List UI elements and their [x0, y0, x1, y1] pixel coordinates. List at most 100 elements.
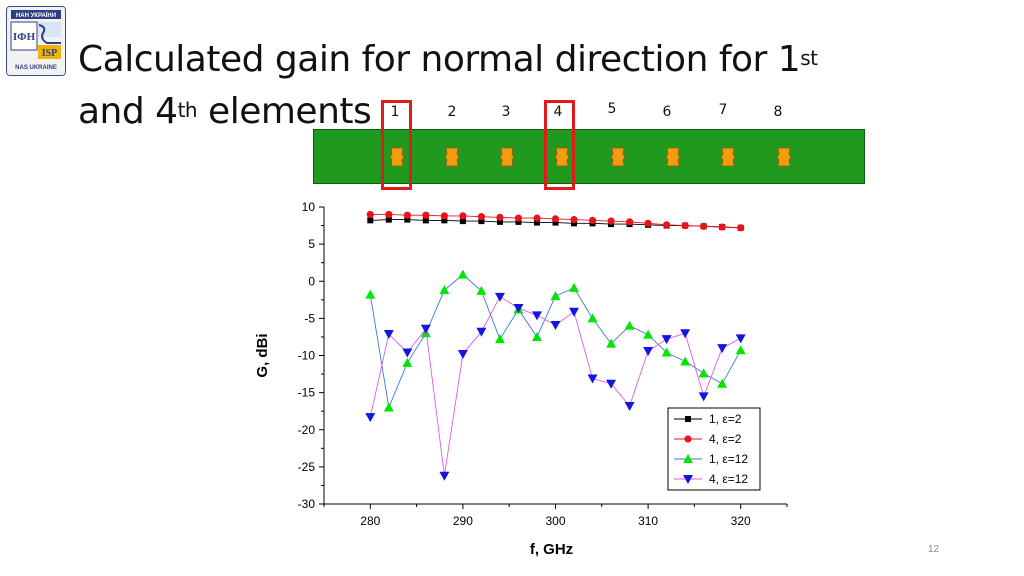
- series-1-point: [552, 219, 559, 226]
- y-tick-label: 0: [308, 274, 315, 288]
- series-2-point: [588, 216, 597, 224]
- series-2-point: [496, 213, 504, 221]
- legend-swatch-marker: [684, 435, 692, 443]
- series-1-point: [422, 217, 429, 224]
- series-3: [365, 269, 746, 412]
- series-2-point: [366, 210, 374, 219]
- element-label-8: 8: [773, 104, 783, 120]
- series-2-point: [477, 213, 486, 221]
- series-4-point: [569, 307, 580, 317]
- series-4-point: [606, 379, 617, 389]
- series-3-point: [439, 285, 450, 295]
- y-tick-label: -25: [298, 460, 316, 474]
- series-1-point: [533, 219, 540, 226]
- series-1-point: [515, 218, 522, 225]
- series-2-point: [514, 214, 523, 222]
- series-4-point: [383, 329, 394, 339]
- legend-entry-3: 1, ε=12: [674, 452, 748, 466]
- series-4-point: [643, 347, 654, 357]
- logo-right-text: ISP: [42, 48, 58, 59]
- element-label-2: 2: [447, 104, 457, 120]
- series-1-point: [496, 218, 503, 225]
- antenna-array-board: [313, 129, 865, 184]
- series-2-point: [551, 215, 560, 223]
- legend-entry-4: 4, ε=12: [674, 472, 748, 486]
- legend-entry-1: 1, ε=2: [674, 412, 742, 426]
- title-part-3: elements: [197, 91, 372, 132]
- gain-chart-svg: 10 5 0 -5 -10 -15 -20 -25 -30 280 290 300 310 320 f, G…: [254, 200, 788, 558]
- series-4-point: [513, 303, 524, 313]
- series-2-point: [625, 218, 634, 226]
- y-tick-label: -30: [298, 497, 316, 511]
- series-2-point: [644, 219, 652, 227]
- series-3-point: [476, 285, 487, 295]
- series-4-point: [735, 334, 746, 344]
- y-tick-label: 5: [308, 237, 315, 251]
- series-2-point: [459, 212, 467, 220]
- antenna-element-5: [610, 147, 626, 167]
- gain-chart: 10 5 0 -5 -10 -15 -20 -25 -30 280 290 300 310 320 f, G…: [240, 190, 800, 571]
- antenna-element-6: [665, 147, 681, 167]
- x-axis-label: f, GHz: [530, 541, 573, 558]
- series-2-point: [718, 223, 726, 231]
- highlight-box-element-1: [381, 100, 412, 190]
- x-tick-label: 280: [360, 514, 380, 528]
- series-1-point: [571, 220, 578, 227]
- series-4: [365, 292, 746, 481]
- legend-label: 4, ε=12: [709, 472, 748, 486]
- series-3-point: [531, 331, 542, 341]
- element-label-5: 5: [607, 101, 617, 117]
- x-tick-label: 290: [453, 514, 473, 528]
- series-2-point: [403, 211, 411, 219]
- series-4-point: [587, 374, 598, 384]
- title-sup-2: th: [177, 98, 198, 122]
- chart-axes: 10 5 0 -5 -10 -15 -20 -25 -30 280 290 300 310 320 f, G…: [254, 200, 788, 558]
- legend-label: 1, ε=12: [709, 452, 748, 466]
- x-tick-label: 310: [638, 514, 658, 528]
- series-1-point: [459, 218, 466, 225]
- series-4-point: [476, 327, 487, 337]
- series-4-point: [717, 344, 728, 354]
- title-sup-1: st: [800, 46, 818, 70]
- series-4-point: [494, 292, 505, 302]
- series-3-point: [643, 329, 654, 339]
- series-4-point: [439, 471, 450, 481]
- institute-logo: НАН УКРАЇНИ ІФН ISP NAS UKRAINE: [6, 6, 66, 76]
- series-4-point: [531, 311, 542, 321]
- series-4-point: [402, 348, 413, 358]
- title-part-2: and 4: [78, 91, 178, 132]
- page-number: 12: [928, 544, 940, 555]
- series-3-point: [624, 320, 635, 330]
- element-label-4: 4: [553, 104, 563, 120]
- chart-series: [365, 210, 746, 481]
- highlight-box-element-4: [544, 100, 575, 190]
- y-tick-label: -15: [298, 386, 316, 400]
- antenna-element-2: [444, 147, 460, 167]
- series-4-point: [624, 401, 635, 411]
- series-2-point: [663, 221, 671, 229]
- antenna-element-8: [776, 147, 792, 167]
- series-4-point: [365, 413, 376, 423]
- series-4-point: [698, 392, 709, 402]
- series-3-point: [457, 269, 468, 279]
- series-2-point: [700, 222, 708, 230]
- legend-box: [667, 407, 761, 491]
- y-tick-label: -5: [304, 311, 315, 325]
- legend-entry-2: 4, ε=2: [674, 432, 742, 446]
- slide-title: Calculated gain for normal direction for…: [78, 36, 918, 140]
- logo-top-text: НАН УКРАЇНИ: [16, 12, 56, 19]
- series-1-point: [441, 217, 448, 224]
- series-2-point: [607, 217, 615, 225]
- antenna-elements-graphic: [389, 147, 792, 167]
- logo-bottom-text: NAS UKRAINE: [15, 65, 57, 71]
- series-2-point: [422, 211, 430, 219]
- series-4-point: [457, 350, 468, 360]
- series-3-point: [383, 402, 394, 412]
- y-tick-label: -20: [298, 423, 316, 437]
- series-3-point: [494, 334, 505, 344]
- series-3-point: [402, 357, 413, 367]
- series-1-point: [385, 216, 392, 223]
- legend-label: 4, ε=2: [709, 432, 742, 446]
- antenna-element-4: [554, 147, 570, 167]
- series-4-point: [420, 324, 431, 334]
